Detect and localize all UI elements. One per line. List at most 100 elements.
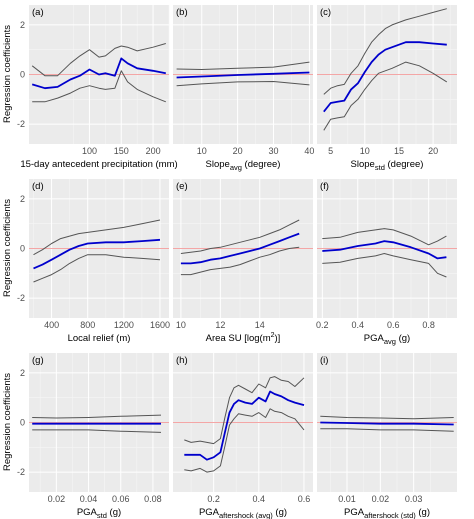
x-axis-label-part: (degree)	[242, 159, 281, 170]
x-tick-label: 20	[428, 146, 438, 156]
x-tick-label: 0.2	[316, 320, 329, 330]
panel-label: (f)	[320, 181, 329, 192]
x-tick-label: 14	[255, 320, 265, 330]
x-axis-label-part: (g)	[107, 507, 121, 518]
upper-ci-line	[184, 376, 305, 445]
x-tick-label: 30	[269, 146, 279, 156]
x-axis-label-part: PGA	[77, 507, 98, 518]
panel-1: -2 0 2 100 150 200 (a) 15-day antecedent precip…	[17, 5, 178, 170]
x-axis-label: Local relief (m)	[68, 333, 131, 344]
panel-label: (g)	[32, 355, 44, 366]
y-tick-label: -2	[17, 119, 25, 129]
x-tick-label: 5	[328, 146, 333, 156]
coefficient-line	[176, 71, 310, 79]
y-axis-label-row-2: Regression coefficients	[2, 199, 13, 297]
lower-ci-line	[320, 428, 454, 432]
x-axis-label-part: 2	[271, 332, 275, 339]
coefficient-line	[320, 421, 454, 426]
x-axis-label-part: (g)	[396, 333, 410, 344]
panel-label: (c)	[320, 7, 331, 18]
x-tick-label: 1200	[114, 320, 134, 330]
lower-ci-line	[184, 408, 305, 473]
lower-ci-line	[176, 81, 310, 87]
upper-ci-line	[32, 414, 162, 419]
coefficient-line	[180, 232, 300, 265]
y-tick-label: 2	[20, 368, 25, 378]
panel-8: 0.2 0.4 0.6 (h) PGAaftershock (avg) (g)	[173, 353, 313, 519]
x-axis-label-part: aftershock (std)	[364, 511, 416, 519]
x-axis-label: Slopeavg (degree)	[206, 159, 281, 172]
lower-ci-line	[32, 70, 166, 103]
panel-label: (a)	[32, 7, 44, 18]
coefficient-line	[33, 238, 161, 270]
upper-ci-line	[323, 8, 447, 95]
x-tick-label: 20	[233, 146, 243, 156]
x-tick-label: 800	[80, 320, 95, 330]
coefficient-line	[323, 41, 447, 113]
x-tick-label: 200	[146, 146, 161, 156]
x-axis-label-part: PGA	[364, 333, 385, 344]
lower-ci-line	[32, 429, 162, 433]
x-axis-label: PGAavg (g)	[364, 333, 410, 346]
x-tick-label: 0.4	[352, 320, 365, 330]
x-tick-label: 0.4	[253, 494, 266, 504]
y-axis-label-row-3: Regression coefficients	[2, 373, 13, 471]
y-tick-label: 0	[20, 418, 25, 428]
x-tick-label: 0.6	[387, 320, 400, 330]
x-axis-label: PGAaftershock (std) (g)	[344, 507, 430, 519]
x-tick-label: 0.2	[207, 494, 220, 504]
x-axis-label-part: avg	[384, 337, 396, 346]
panel-9: 0.01 0.02 0.03 (i) PGAaftershock (std) (g)	[317, 353, 457, 519]
panel-6: 0.2 0.4 0.6 0.8 (f) PGAavg (g)	[316, 179, 457, 346]
upper-ci-line	[180, 219, 300, 254]
x-axis-label-part: (g)	[273, 507, 287, 518]
upper-ci-line	[33, 219, 161, 256]
panel-5: 10 12 14 (e) Area SU [log(m2)]	[173, 179, 313, 344]
x-tick-label: 0.02	[372, 494, 390, 504]
panel-2: 10 20 30 40 (b) Slopeavg (degree)	[173, 5, 314, 172]
x-axis-label-part: )]	[275, 333, 281, 344]
x-tick-label: 10	[360, 146, 370, 156]
y-tick-label: 2	[20, 20, 25, 30]
x-tick-label: 0.01	[338, 494, 356, 504]
lower-ci-line	[33, 254, 161, 283]
x-tick-label: 10	[176, 320, 186, 330]
panel-label: (i)	[320, 355, 328, 366]
y-axis-label-row-1: Regression coefficients	[2, 25, 13, 123]
x-tick-label: 1600	[150, 320, 170, 330]
upper-ci-line	[31, 43, 166, 77]
coefficient-line	[184, 390, 305, 461]
upper-ci-line	[176, 61, 310, 70]
x-axis-label: PGAaftershock (avg) (g)	[199, 507, 287, 519]
lower-ci-line	[180, 246, 300, 276]
x-axis-label-part: Local relief (m)	[68, 333, 131, 344]
x-tick-label: 12	[215, 320, 225, 330]
upper-ci-line	[320, 415, 454, 420]
x-tick-label: 0.06	[112, 494, 130, 504]
x-tick-label: 40	[304, 146, 314, 156]
x-tick-label: 0.08	[144, 494, 162, 504]
x-axis-label-part: (degree)	[385, 159, 424, 170]
x-axis-label-part: (g)	[416, 507, 430, 518]
x-axis-label-part: PGA	[199, 507, 220, 518]
x-tick-label: 400	[44, 320, 59, 330]
x-tick-label: 15	[394, 146, 404, 156]
y-tick-label: -2	[17, 467, 25, 477]
x-axis-label: PGAstd (g)	[77, 507, 121, 519]
x-axis-label: Slopestd (degree)	[351, 159, 424, 172]
x-axis-label-part: aftershock (avg)	[219, 511, 273, 519]
panel-4: -2 0 2 400 800 1200 1600 (d) Local relief (m)	[17, 179, 170, 344]
lower-ci-line	[323, 61, 448, 131]
lower-ci-line	[322, 253, 447, 278]
x-axis-label-part: Slope	[206, 159, 230, 170]
x-tick-label: 150	[114, 146, 129, 156]
x-axis-label-part: PGA	[344, 507, 365, 518]
panel-label: (b)	[176, 7, 188, 18]
x-tick-label: 0.02	[48, 494, 66, 504]
y-tick-label: 0	[20, 244, 25, 254]
upper-ci-line	[322, 228, 447, 246]
x-tick-label: 0.03	[405, 494, 423, 504]
x-axis-label: 15-day antecedent precipitation (mm)	[20, 159, 177, 170]
